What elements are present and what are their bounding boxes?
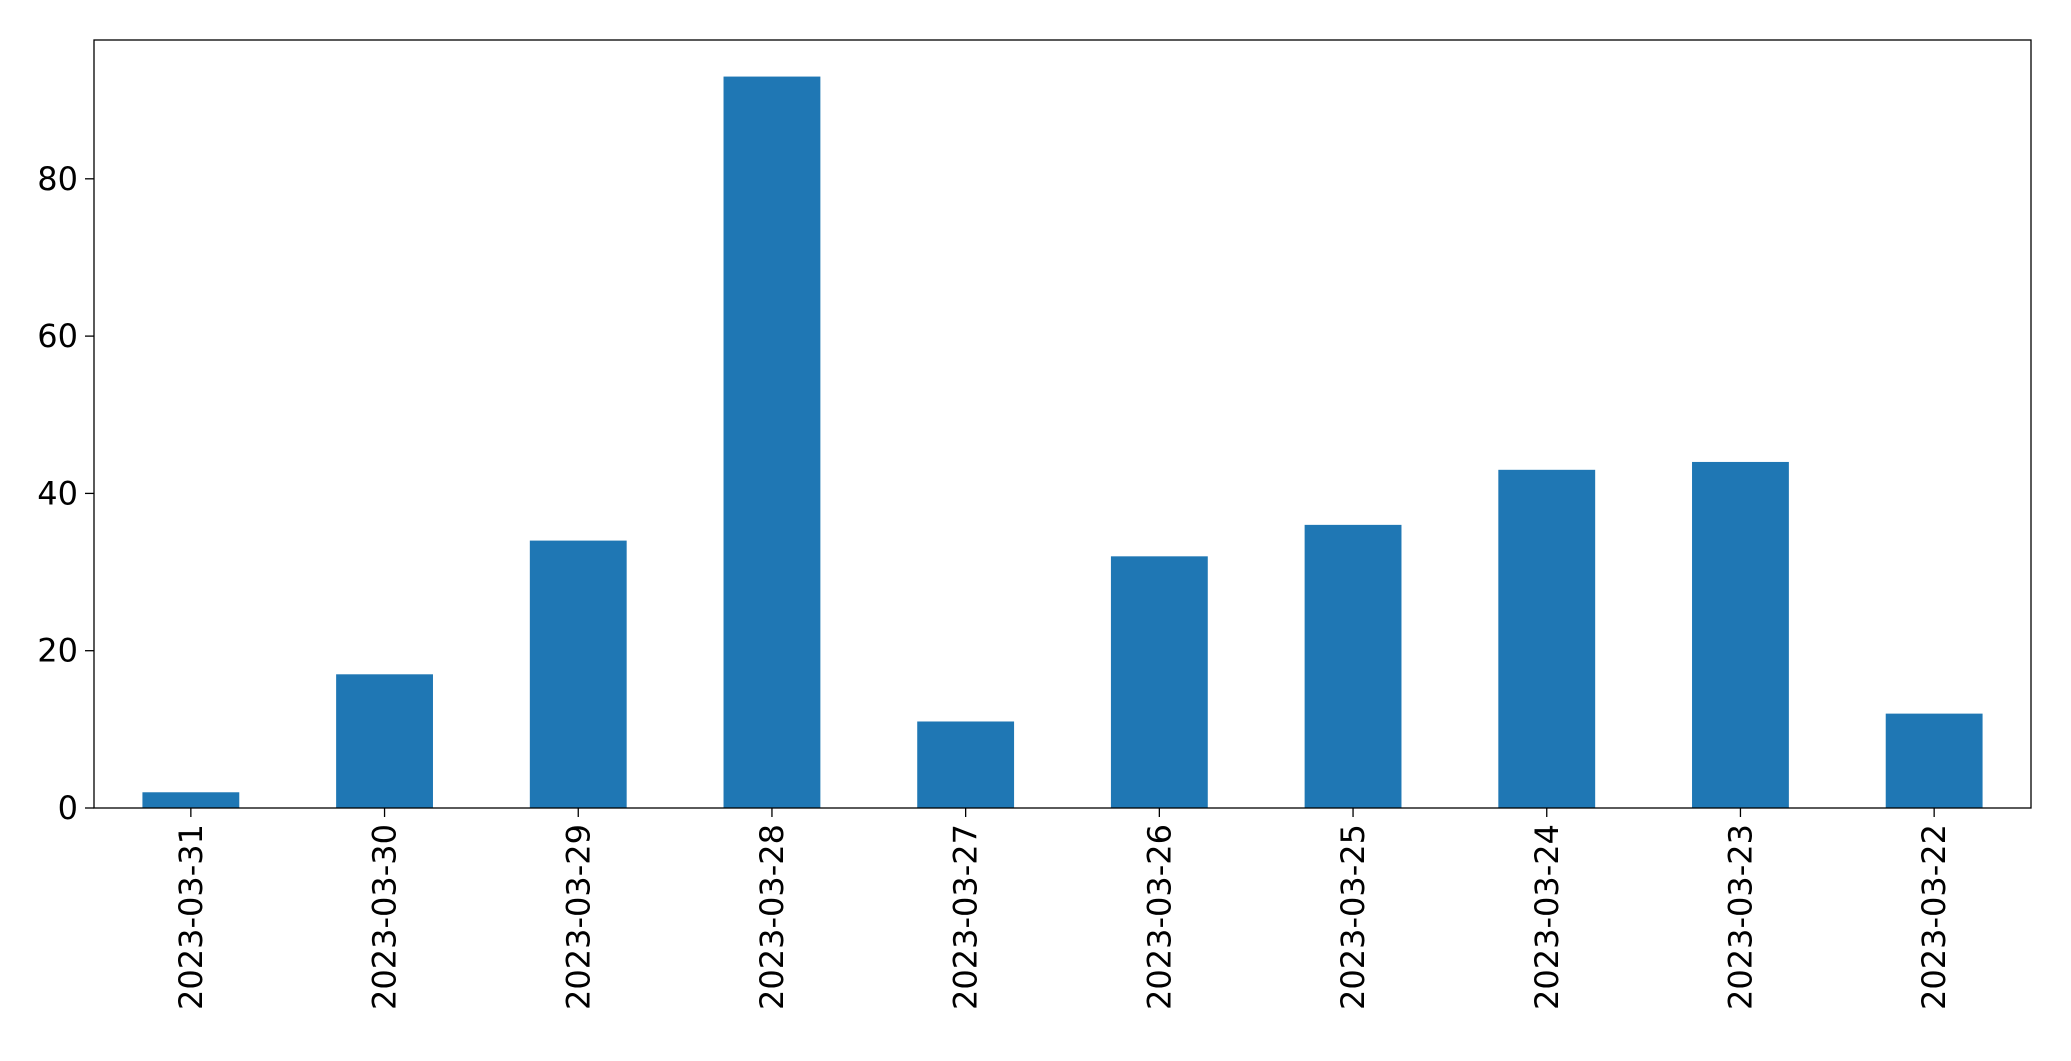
y-tick-label: 60 (37, 317, 78, 355)
x-tick-label: 2023-03-28 (753, 824, 791, 1010)
plot-frame (93, 39, 2032, 809)
y-tick-label: 0 (58, 789, 78, 827)
x-tick-label: 2023-03-25 (1334, 824, 1372, 1010)
bar (142, 792, 240, 808)
x-tick-label: 2023-03-27 (947, 824, 985, 1010)
y-tick-label: 40 (37, 474, 78, 512)
x-tick-label: 2023-03-22 (1915, 824, 1953, 1010)
y-tick-label: 80 (37, 160, 78, 198)
x-tick-label: 2023-03-31 (172, 824, 210, 1010)
x-tick-label: 2023-03-29 (559, 824, 597, 1010)
bar (1692, 461, 1789, 808)
bar (723, 76, 821, 809)
bar (336, 674, 433, 808)
bar (1304, 524, 1402, 808)
bar (1110, 556, 1208, 808)
x-tick-label: 2023-03-30 (366, 824, 404, 1010)
bar (529, 540, 627, 808)
bar (1885, 713, 1983, 808)
x-tick-label: 2023-03-26 (1140, 824, 1178, 1010)
x-tick-label: 2023-03-23 (1721, 824, 1759, 1010)
bar (1498, 469, 1596, 808)
x-tick-label: 2023-03-24 (1528, 824, 1566, 1010)
bar (917, 721, 1015, 808)
y-tick-label: 20 (37, 632, 78, 670)
